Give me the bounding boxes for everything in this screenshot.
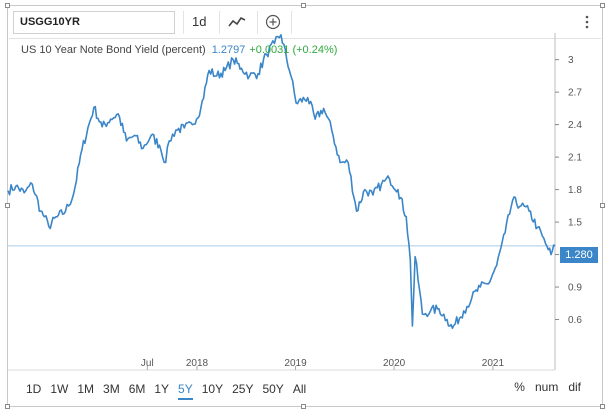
scale-mode-selector: % num dif	[504, 380, 581, 394]
legend-last-value: 1.2797	[211, 44, 246, 56]
toolbar-divider	[183, 11, 184, 34]
range-selector: 1D 1W 1M 3M 6M 1Y 5Y 10Y 25Y 50Y All	[26, 380, 315, 400]
range-button-all[interactable]: All	[292, 382, 307, 396]
resize-handle[interactable]	[301, 3, 306, 8]
y-tick-label: 3	[568, 55, 574, 66]
range-button-5y[interactable]: 5Y	[178, 380, 193, 400]
y-tick-label: 2.7	[568, 88, 582, 99]
x-tick-label: 2021	[482, 358, 505, 369]
y-tick-label: 1.8	[568, 185, 582, 196]
toolbar-divider	[257, 11, 258, 34]
interval-button[interactable]: 1d	[192, 14, 207, 29]
chart-toolbar: USGG10YR 1d	[9, 7, 601, 39]
last-price-tag: 1.280	[560, 247, 598, 263]
toolbar-divider	[219, 11, 220, 34]
range-button-1m[interactable]: 1M	[77, 382, 95, 396]
series-line	[7, 33, 556, 330]
y-tick-label: 0.9	[568, 283, 582, 294]
x-tick-label: 2020	[383, 358, 406, 369]
x-tick-label: Jul	[141, 358, 154, 369]
mode-button-percent[interactable]: %	[514, 380, 525, 394]
chart-widget: USGG10YR 1d	[7, 5, 603, 407]
resize-handle[interactable]	[5, 3, 10, 8]
x-tick-label: 2018	[186, 358, 209, 369]
mode-button-num[interactable]: num	[534, 380, 559, 394]
resize-handle[interactable]	[5, 203, 10, 208]
resize-handle[interactable]	[5, 404, 10, 409]
range-button-10y[interactable]: 10Y	[201, 382, 224, 396]
symbol-input[interactable]: USGG10YR	[13, 11, 175, 34]
x-tick-label: 2019	[284, 358, 307, 369]
toolbar-divider	[291, 11, 292, 34]
range-button-1d[interactable]: 1D	[26, 382, 42, 396]
range-button-25y[interactable]: 25Y	[232, 382, 254, 396]
range-button-6m[interactable]: 6M	[128, 382, 146, 396]
resize-handle[interactable]	[600, 203, 605, 208]
legend-change: +0.0031 (+0.24%)	[249, 44, 338, 56]
resize-handle[interactable]	[600, 404, 605, 409]
range-button-50y[interactable]: 50Y	[262, 382, 284, 396]
legend-series-name: US 10 Year Note Bond Yield (percent)	[21, 44, 206, 56]
chart-legend: US 10 Year Note Bond Yield (percent) 1.27…	[21, 44, 337, 56]
plus-circle-icon[interactable]	[265, 14, 281, 30]
y-tick-label: 1.5	[568, 218, 582, 229]
y-tick-label: 2.1	[568, 153, 582, 164]
range-button-3m[interactable]: 3M	[103, 382, 120, 396]
resize-handle[interactable]	[301, 404, 306, 409]
more-vertical-icon[interactable]	[584, 14, 590, 30]
y-tick-label: 0.6	[568, 315, 582, 326]
mode-button-dif[interactable]: dif	[568, 380, 581, 394]
range-button-1y[interactable]: 1Y	[154, 382, 170, 396]
resize-handle[interactable]	[600, 3, 605, 8]
line-chart-icon[interactable]	[228, 15, 246, 29]
range-button-1w[interactable]: 1W	[50, 382, 69, 396]
y-tick-label: 2.4	[568, 120, 582, 131]
